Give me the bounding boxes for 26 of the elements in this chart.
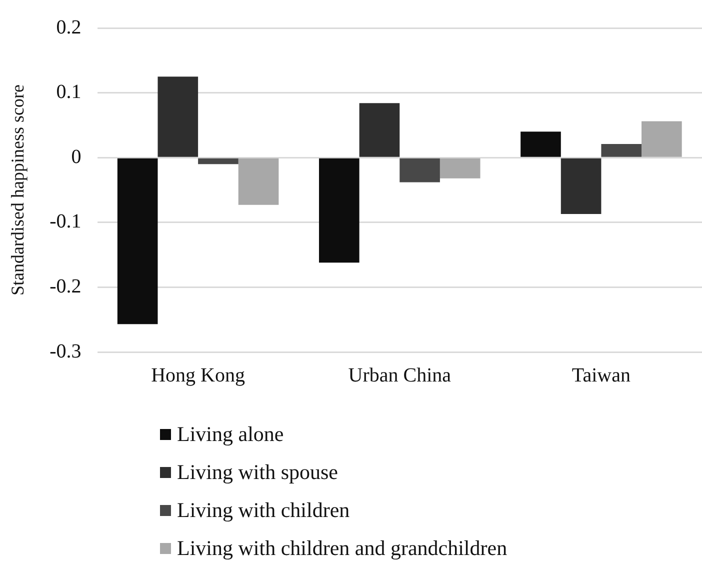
bar xyxy=(319,158,360,263)
y-tick-label: 0.1 xyxy=(56,81,82,104)
bar xyxy=(601,144,642,157)
y-tick-label: 0.2 xyxy=(56,16,82,38)
y-tick-label: -0.3 xyxy=(50,340,82,362)
bar xyxy=(642,121,682,157)
x-tick-label: Taiwan xyxy=(572,364,630,386)
y-tick-label: -0.2 xyxy=(50,275,82,298)
legend-label: Living with children xyxy=(177,498,350,522)
x-tick-label: Urban China xyxy=(348,364,452,386)
bar xyxy=(560,158,602,214)
bar xyxy=(158,76,198,157)
bar xyxy=(238,158,279,205)
legend-label: Living with children and grandchildren xyxy=(177,536,508,560)
bar xyxy=(198,158,238,164)
legend-label: Living alone xyxy=(177,422,284,446)
bar xyxy=(400,158,440,182)
y-tick-label: 0 xyxy=(71,146,82,168)
legend-label: Living with spouse xyxy=(177,460,338,484)
bar xyxy=(117,158,158,324)
bar xyxy=(440,158,480,178)
bar xyxy=(359,103,400,157)
y-tick-label: -0.1 xyxy=(50,210,82,233)
y-axis-title: Standardised happiness score xyxy=(8,84,28,296)
x-tick-label: Hong Kong xyxy=(151,364,245,386)
bar xyxy=(520,132,561,157)
